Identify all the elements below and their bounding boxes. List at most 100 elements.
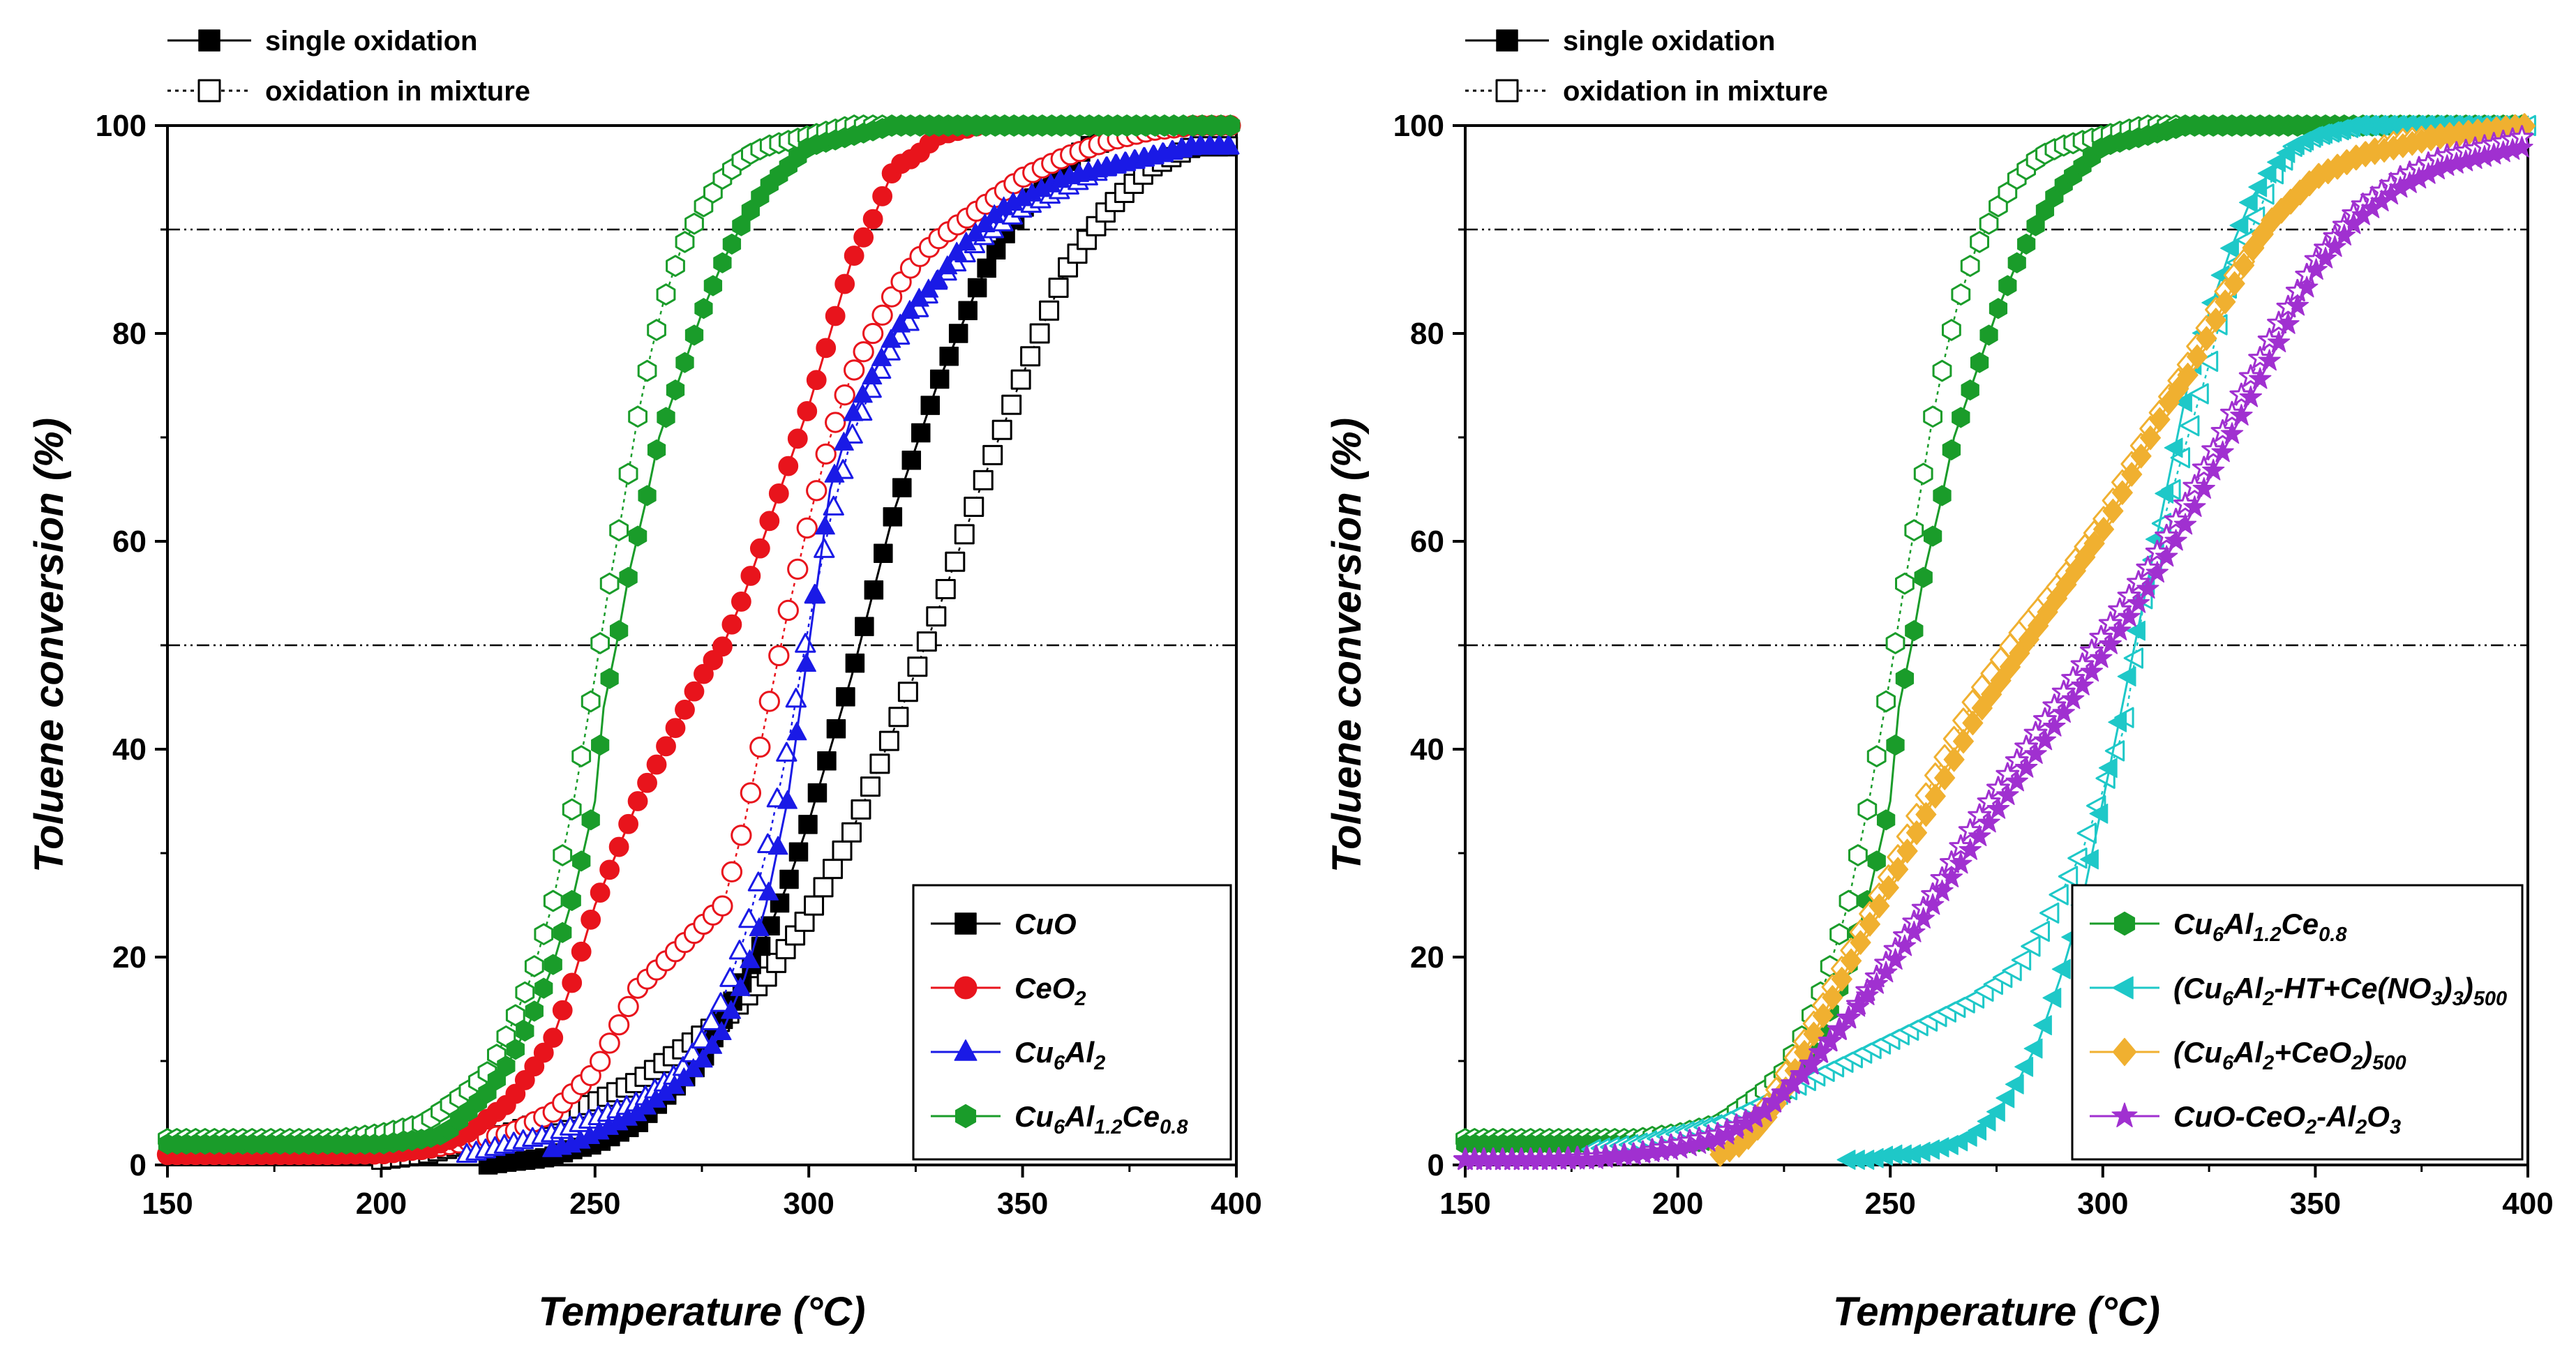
- legend-label-part: 2: [1074, 988, 1086, 1010]
- legend-label-part: Al: [2223, 908, 2254, 940]
- data-point: [1995, 1088, 2015, 1108]
- y-tick-label: 60: [1410, 525, 1444, 559]
- x-tick-label: 300: [783, 1187, 834, 1221]
- data-point: [702, 1035, 723, 1054]
- data-point: [2023, 1038, 2043, 1059]
- data-point: [2180, 415, 2200, 437]
- data-point: [2007, 252, 2026, 273]
- data-point: [1959, 838, 1982, 860]
- legend-label: Cu6Al1.2Ce0.8: [1014, 1100, 1188, 1138]
- data-point: [1001, 394, 1022, 415]
- data-point: [2108, 619, 2132, 641]
- data-point: [834, 432, 854, 451]
- data-point: [1856, 984, 1879, 1006]
- data-point: [767, 836, 788, 855]
- data-point: [728, 940, 751, 960]
- data-point: [731, 825, 752, 846]
- data-point: [2065, 558, 2086, 583]
- data-point: [618, 813, 638, 834]
- data-point: [666, 255, 685, 277]
- data-point: [1931, 879, 1954, 901]
- data-point: [571, 941, 592, 962]
- data-point: [2108, 712, 2127, 732]
- legend-label-part: Al: [2233, 1036, 2263, 1069]
- data-point: [2296, 276, 2319, 298]
- data-point: [946, 241, 967, 261]
- data-point: [2136, 577, 2159, 599]
- data-point: [749, 917, 770, 937]
- data-point: [524, 1056, 545, 1077]
- data-point: [581, 690, 601, 713]
- legend-label-part: 2: [2355, 1116, 2367, 1138]
- data-point: [777, 599, 799, 622]
- data-point: [2111, 480, 2133, 505]
- data-point: [2030, 920, 2050, 942]
- data-point: [1923, 525, 1942, 547]
- legend-label-part: +CeO: [2274, 1036, 2351, 1069]
- legend-label-part: Ce: [2281, 908, 2319, 940]
- data-point: [2061, 687, 2085, 709]
- data-point: [2098, 758, 2118, 778]
- data-point: [1841, 948, 1862, 974]
- data-point: [505, 1004, 525, 1027]
- data-point: [740, 782, 762, 804]
- data-point: [497, 1055, 516, 1077]
- series-line-single: [167, 124, 980, 1156]
- legend-label-part: 6: [2222, 988, 2234, 1010]
- data-point: [2201, 458, 2225, 481]
- data-point: [1884, 948, 1907, 970]
- data-point: [778, 456, 799, 476]
- data-point: [1790, 1062, 1813, 1085]
- data-point: [600, 668, 619, 689]
- data-point: [2071, 673, 2094, 695]
- data-point: [2230, 404, 2253, 426]
- legend-label-part: 3: [2453, 988, 2464, 1010]
- data-point: [2021, 935, 2041, 957]
- data-point: [2090, 646, 2113, 668]
- data-point: [1876, 690, 1896, 713]
- data-point: [2177, 362, 2199, 388]
- data-point: [675, 699, 695, 720]
- data-point: [1932, 359, 1952, 382]
- data-point: [2257, 163, 2277, 183]
- data-point: [1886, 734, 1905, 756]
- style-legend-label: oxidation in mixture: [265, 76, 530, 107]
- legend-label-part: 500: [2372, 1052, 2406, 1074]
- data-point: [1952, 407, 1970, 428]
- data-point: [813, 877, 834, 898]
- data-point: [982, 444, 1003, 465]
- data-point: [738, 908, 760, 928]
- data-point: [691, 1028, 713, 1049]
- data-point: [683, 1058, 704, 1078]
- data-point: [694, 663, 714, 684]
- data-point: [779, 869, 799, 889]
- series-legend-box: [2071, 884, 2524, 1161]
- data-point: [722, 233, 742, 255]
- x-axis-title: Temperature (°C): [1833, 1289, 2160, 1334]
- data-point: [1859, 912, 1881, 937]
- data-point: [2305, 258, 2328, 280]
- data-point: [927, 269, 948, 288]
- series-legend: Cu6Al1.2Ce0.8(Cu6Al2-HT+Ce(NO3)3)500(Cu6…: [2071, 884, 2524, 1161]
- data-point: [590, 882, 611, 903]
- data-point: [544, 954, 562, 975]
- data-point: [1896, 838, 1918, 864]
- data-point: [2220, 422, 2244, 444]
- data-point: [2276, 142, 2296, 163]
- data-point: [881, 329, 901, 348]
- legend-label-part: Ce: [1122, 1100, 1160, 1133]
- data-point: [1904, 519, 1924, 541]
- data-point: [1970, 352, 1989, 373]
- data-point: [562, 798, 582, 821]
- data-point: [1921, 893, 1945, 915]
- data-point: [768, 483, 789, 504]
- data-point: [1876, 809, 1896, 831]
- data-point: [553, 844, 573, 866]
- data-point: [1996, 783, 2019, 806]
- data-point: [1827, 1018, 1851, 1040]
- data-point: [1874, 961, 1898, 983]
- data-point: [834, 273, 855, 294]
- data-point: [656, 736, 676, 757]
- data-point: [747, 871, 770, 892]
